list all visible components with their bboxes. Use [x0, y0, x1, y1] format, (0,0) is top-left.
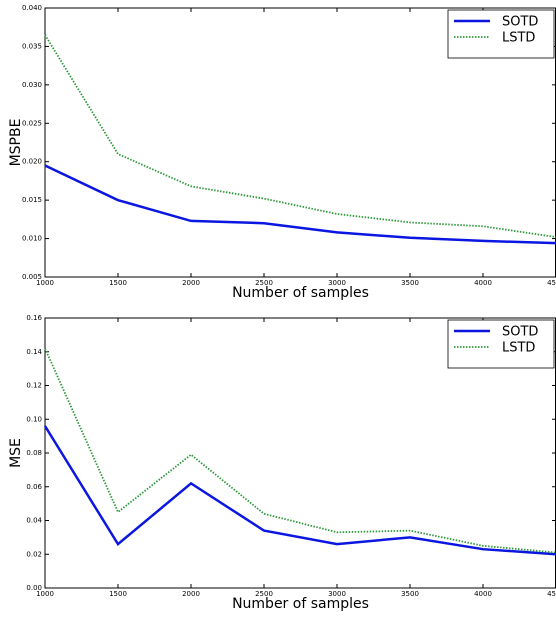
x-axis-label: Number of samples: [232, 596, 369, 612]
x-tick-label: 2000: [182, 279, 200, 287]
legend-label: LSTD: [502, 31, 535, 46]
y-tick-label: 0.14: [26, 348, 42, 356]
series-line: [44, 164, 556, 245]
x-tick-label: 1500: [109, 590, 127, 598]
y-tick-label: 0.035: [22, 42, 42, 50]
legend-label: LSTD: [502, 341, 535, 356]
y-tick-label: 0.16: [26, 314, 42, 322]
y-tick-label: 0.020: [22, 158, 42, 166]
legend-box: [447, 319, 555, 369]
x-tick-label: 3500: [401, 590, 419, 598]
y-tick-label: 0.025: [22, 119, 42, 127]
series-line: [43, 425, 556, 556]
y-axis-label: MSPBE: [8, 119, 24, 167]
x-tick-label: 4000: [474, 279, 492, 287]
x-tick-label: 2000: [182, 590, 200, 598]
x-tick-label: 1000: [36, 590, 54, 598]
y-tick-label: 0.10: [26, 415, 42, 423]
y-tick-label: 0.010: [22, 235, 42, 243]
legend-box: [447, 9, 555, 59]
series-line: [44, 348, 556, 554]
x-tick-label: 4500: [547, 279, 556, 287]
y-tick-label: 0.02: [26, 550, 42, 558]
x-tick-label: 3500: [401, 279, 419, 287]
y-axis-label: MSE: [8, 438, 24, 468]
x-tick-label: 3000: [328, 590, 346, 598]
y-tick-label: 0.12: [26, 382, 42, 390]
x-tick-label: 4500: [547, 590, 556, 598]
y-tick-label: 0.040: [22, 4, 42, 12]
x-tick-label: 4000: [474, 590, 492, 598]
y-tick-label: 0.005: [22, 273, 42, 281]
x-tick-label: 2500: [255, 279, 273, 287]
x-tick-label: 2500: [255, 590, 273, 598]
y-tick-label: 0.00: [26, 584, 42, 592]
legend-label: SOTD: [502, 325, 538, 340]
legend-label: SOTD: [502, 15, 538, 30]
x-tick-label: 3000: [328, 279, 346, 287]
y-tick-label: 0.08: [26, 449, 42, 457]
y-tick-label: 0.015: [22, 196, 42, 204]
x-tick-label: 1000: [36, 279, 54, 287]
series-line: [44, 34, 556, 238]
x-tick-label: 1500: [109, 279, 127, 287]
y-tick-label: 0.06: [26, 483, 42, 491]
x-axis-label: Number of samples: [232, 285, 369, 301]
y-tick-label: 0.04: [26, 517, 42, 525]
y-tick-label: 0.030: [22, 81, 42, 89]
